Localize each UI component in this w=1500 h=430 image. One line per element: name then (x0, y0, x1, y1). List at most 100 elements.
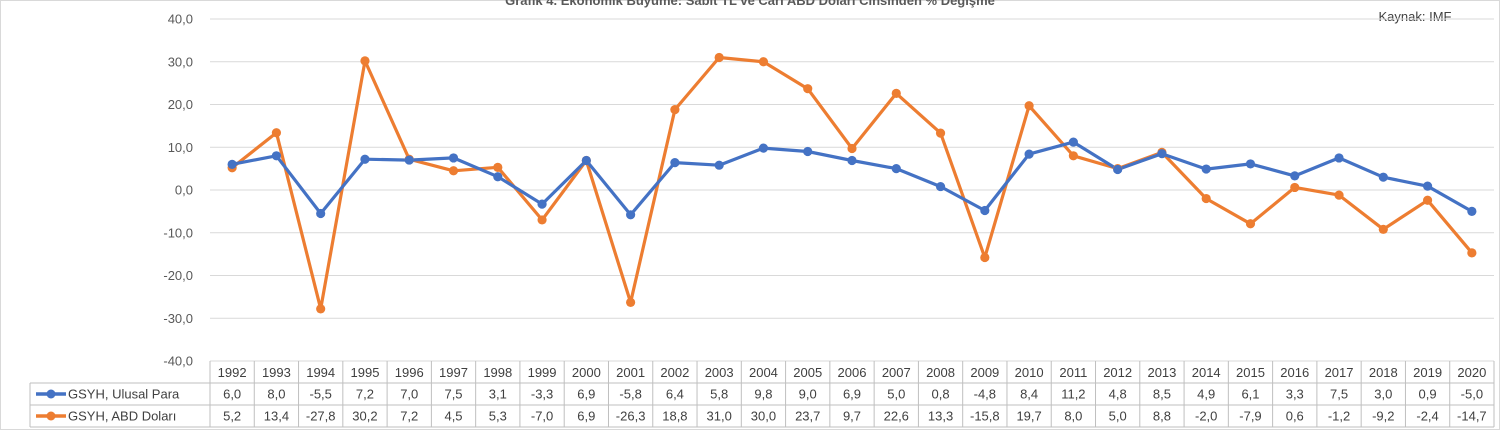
data-table-cell: 23,7 (795, 409, 820, 424)
data-point (803, 84, 813, 94)
data-table-cell: 6,9 (843, 387, 861, 402)
data-point (935, 181, 946, 192)
data-point (980, 205, 990, 216)
y-tick-label: 0,0 (175, 183, 193, 198)
legend-label: GSYH, Ulusal Para (68, 387, 180, 402)
data-table-cell: 5,3 (489, 409, 507, 424)
data-point (1422, 195, 1433, 205)
x-tick-label: 2005 (793, 365, 822, 380)
data-point (537, 215, 547, 225)
data-table-cell: 4,5 (444, 409, 462, 424)
x-tick-label: 1992 (218, 365, 247, 380)
data-point (714, 160, 724, 170)
x-tick-label: 1996 (395, 365, 424, 380)
data-point (1245, 159, 1256, 169)
data-point (1201, 164, 1211, 174)
data-point (935, 128, 946, 138)
data-table-cell: 9,0 (799, 387, 817, 402)
data-table-cell: -7,9 (1239, 409, 1261, 424)
y-tick-label: -30,0 (163, 311, 193, 326)
data-point (1245, 219, 1256, 229)
y-tick-label: -40,0 (163, 354, 193, 369)
data-point (1334, 153, 1344, 163)
data-point (360, 56, 370, 66)
data-table-cell: 7,5 (1330, 387, 1348, 402)
x-tick-label: 1999 (528, 365, 557, 380)
data-table-cell: 30,0 (751, 409, 776, 424)
x-tick-label: 2003 (705, 365, 734, 380)
data-point (1290, 171, 1300, 181)
x-tick-label: 2002 (660, 365, 689, 380)
data-point (1024, 149, 1034, 159)
data-point (1068, 137, 1078, 147)
gridlines (210, 18, 1494, 362)
data-point (847, 143, 857, 154)
x-tick-label: 2020 (1457, 365, 1486, 380)
data-point (670, 158, 680, 168)
data-table-cell: 7,2 (400, 409, 418, 424)
data-point (537, 199, 547, 209)
x-tick-label: 2006 (838, 365, 867, 380)
x-tick-label: 2015 (1236, 365, 1265, 380)
y-tick-label: -20,0 (163, 268, 193, 283)
data-table-cell: 3,0 (1374, 387, 1392, 402)
data-table-cell: 13,4 (264, 409, 289, 424)
data-point (758, 143, 769, 153)
x-tick-label: 2007 (882, 365, 911, 380)
data-table-cell: 8,0 (267, 387, 285, 402)
data-table-cell: 18,8 (662, 409, 687, 424)
y-axis-ticks: 40,0 30,0 20,0 10,0 0,0 -10,0 -20,0 -30,0 -40,0 (163, 12, 193, 369)
data-point (891, 164, 901, 174)
x-tick-label: 2010 (1015, 365, 1044, 380)
x-tick-label: 2011 (1059, 365, 1087, 380)
data-point (1113, 164, 1123, 175)
data-point (1068, 151, 1078, 161)
data-table-cell: -5,8 (619, 387, 641, 402)
data-table-cell: 5,8 (710, 387, 728, 402)
data-point (448, 153, 459, 163)
data-table-cell: 3,3 (1286, 387, 1304, 402)
x-tick-label: 2001 (616, 365, 645, 380)
y-tick-label: 20,0 (168, 97, 193, 112)
y-tick-label: 30,0 (168, 54, 193, 69)
data-point (227, 159, 237, 169)
data-point (847, 155, 857, 166)
data-point (448, 166, 459, 176)
data-table-cell: -15,8 (970, 409, 1000, 424)
data-point (316, 304, 326, 314)
data-table-cell: 9,7 (843, 409, 861, 424)
x-tick-label: 2012 (1103, 365, 1132, 380)
data-point (271, 151, 282, 161)
data-point (1157, 149, 1167, 159)
x-tick-label: 1993 (262, 365, 291, 380)
data-table-cell: 19,7 (1016, 409, 1041, 424)
data-table-cell: 7,2 (356, 387, 374, 402)
data-table-cell: -2,4 (1416, 409, 1438, 424)
data-table-cell: 22,6 (884, 409, 909, 424)
data-table-cell: -9,2 (1372, 409, 1394, 424)
data-point (493, 172, 503, 182)
x-tick-label: 1995 (351, 365, 380, 380)
data-point (670, 105, 680, 115)
data-point (626, 297, 636, 308)
data-table-cell: 8,8 (1153, 409, 1171, 424)
x-tick-label: 1998 (483, 365, 512, 380)
data-table-cell: -5,0 (1461, 387, 1483, 402)
data-table-cell: 7,0 (400, 387, 418, 402)
data-point (316, 208, 326, 219)
data-table-cell: 4,8 (1109, 387, 1127, 402)
data-table-cell: 5,0 (887, 387, 905, 402)
x-tick-label: 2004 (749, 365, 778, 380)
x-tick-label: 2018 (1369, 365, 1398, 380)
data-point (493, 162, 503, 172)
data-point (1024, 101, 1034, 111)
x-tick-label: 1997 (439, 365, 468, 380)
data-table-cell: 0,9 (1419, 387, 1437, 402)
data-table-cell: -3,3 (531, 387, 553, 402)
x-tick-label: 2009 (970, 365, 999, 380)
data-table-cell: 0,6 (1286, 409, 1304, 424)
data-point (1422, 181, 1433, 191)
data-table-cell: 30,2 (352, 409, 377, 424)
